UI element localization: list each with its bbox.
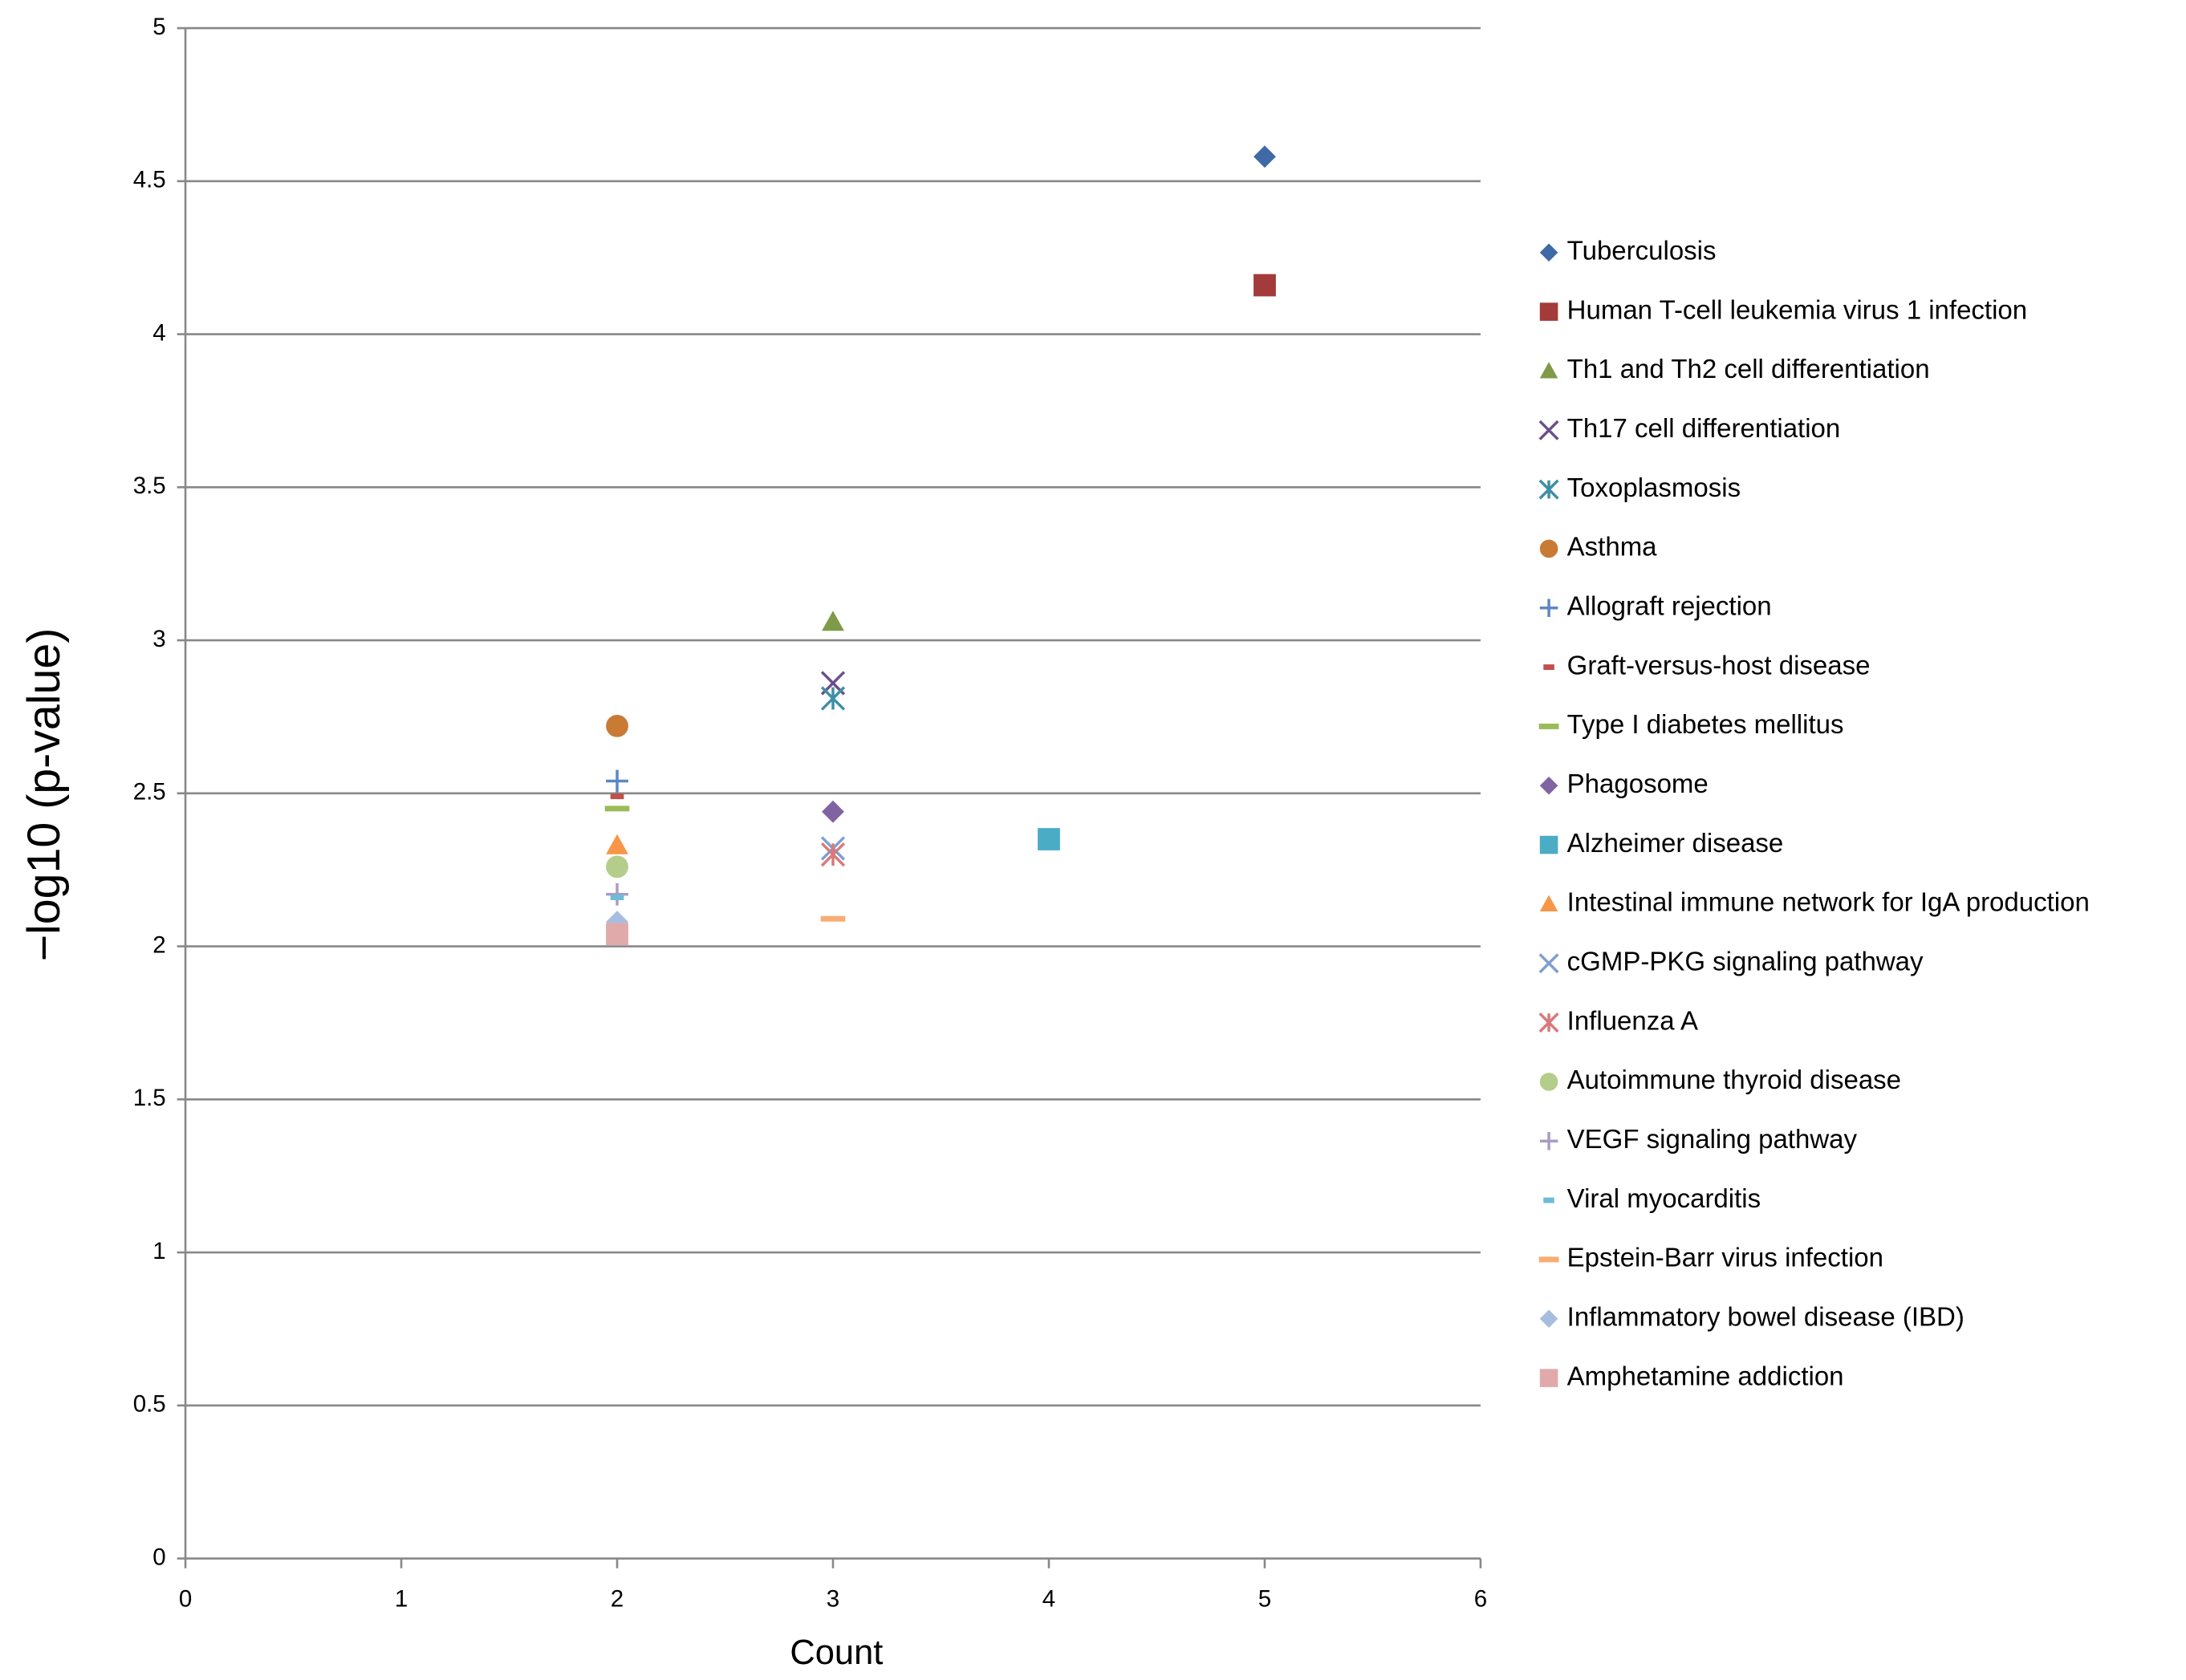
legend-marker: [1539, 776, 1558, 795]
legend-marker: [1538, 1012, 1559, 1033]
legend-label: Type I diabetes mellitus: [1567, 709, 1844, 739]
point: [610, 895, 624, 900]
point: [1038, 828, 1060, 850]
legend-marker: [1539, 539, 1558, 558]
point: [822, 800, 844, 823]
y-tick-label: 0.5: [133, 1391, 166, 1418]
point: [820, 915, 846, 922]
point: [820, 842, 846, 867]
x-axis-label: Count: [790, 1633, 883, 1672]
legend-marker: [1539, 599, 1558, 618]
y-tick-label: 2.5: [133, 779, 166, 806]
x-tick-label: 6: [1474, 1585, 1487, 1612]
legend-marker: [1539, 243, 1558, 262]
legend-label: Alzheimer disease: [1567, 828, 1784, 858]
legend-label: Intestinal immune network for IgA produc…: [1567, 887, 2090, 917]
y-tick-label: 2: [152, 931, 165, 958]
x-tick-label: 3: [827, 1585, 839, 1612]
point: [1253, 274, 1276, 297]
legend-label: Viral myocarditis: [1567, 1183, 1761, 1213]
y-tick-label: 4: [152, 319, 165, 346]
legend-label: Allograft rejection: [1567, 590, 1772, 620]
point: [606, 834, 628, 854]
legend-label: Inflammatory bowel disease (IBD): [1567, 1301, 1965, 1331]
legend-marker: [1538, 1256, 1559, 1263]
legend-label: Phagosome: [1567, 769, 1709, 798]
legend-marker: [1539, 895, 1558, 911]
legend-marker: [1538, 953, 1559, 974]
point: [1253, 145, 1276, 168]
point: [606, 769, 628, 793]
point: [822, 611, 844, 631]
legend-label: Th1 and Th2 cell differentiation: [1567, 354, 1930, 383]
legend-label: Graft-versus-host disease: [1567, 650, 1871, 680]
point: [606, 923, 628, 946]
point: [604, 806, 630, 812]
legend-marker: [1539, 1131, 1558, 1150]
x-tick-label: 0: [179, 1585, 192, 1612]
legend-label: Tuberculosis: [1567, 235, 1717, 265]
point: [820, 686, 846, 711]
legend-label: Asthma: [1567, 532, 1658, 562]
legend-marker: [1539, 835, 1558, 854]
point: [606, 714, 628, 737]
legend-marker: [1538, 723, 1559, 729]
y-tick-label: 3.5: [133, 473, 166, 499]
legend-label: Influenza A: [1567, 1005, 1698, 1035]
legend-marker: [1538, 479, 1559, 500]
point: [606, 883, 628, 906]
y-tick-label: 5: [152, 14, 165, 40]
legend-marker: [1539, 1073, 1558, 1091]
y-axis-label: −log10 (p-value): [18, 628, 70, 962]
y-tick-label: 0: [152, 1544, 165, 1570]
legend-label: Autoimmune thyroid disease: [1567, 1065, 1901, 1094]
legend-marker: [1539, 1369, 1558, 1387]
x-tick-label: 1: [395, 1585, 408, 1612]
y-tick-label: 3: [152, 626, 165, 652]
legend-marker: [1539, 302, 1558, 321]
x-tick-label: 4: [1042, 1585, 1055, 1612]
y-tick-label: 4.5: [133, 167, 166, 193]
legend-label: VEGF signaling pathway: [1567, 1124, 1858, 1154]
y-tick-label: 1: [152, 1238, 165, 1264]
legend-label: Epstein-Barr virus infection: [1567, 1243, 1883, 1272]
legend-marker: [1539, 362, 1558, 379]
legend-label: Toxoplasmosis: [1567, 473, 1741, 502]
x-tick-label: 5: [1258, 1585, 1271, 1612]
legend-marker: [1543, 664, 1554, 671]
legend-label: Th17 cell differentiation: [1567, 413, 1841, 443]
legend-marker: [1539, 1309, 1558, 1329]
point: [606, 855, 628, 879]
legend-marker: [1543, 1197, 1554, 1203]
legend-marker: [1538, 420, 1559, 440]
legend-label: Human T-cell leukemia virus 1 infection: [1567, 294, 2027, 324]
legend-label: Amphetamine addiction: [1567, 1361, 1844, 1390]
y-tick-label: 1.5: [133, 1085, 166, 1111]
point: [610, 793, 624, 800]
legend-label: cGMP-PKG signaling pathway: [1567, 946, 1924, 976]
x-tick-label: 2: [611, 1585, 624, 1612]
